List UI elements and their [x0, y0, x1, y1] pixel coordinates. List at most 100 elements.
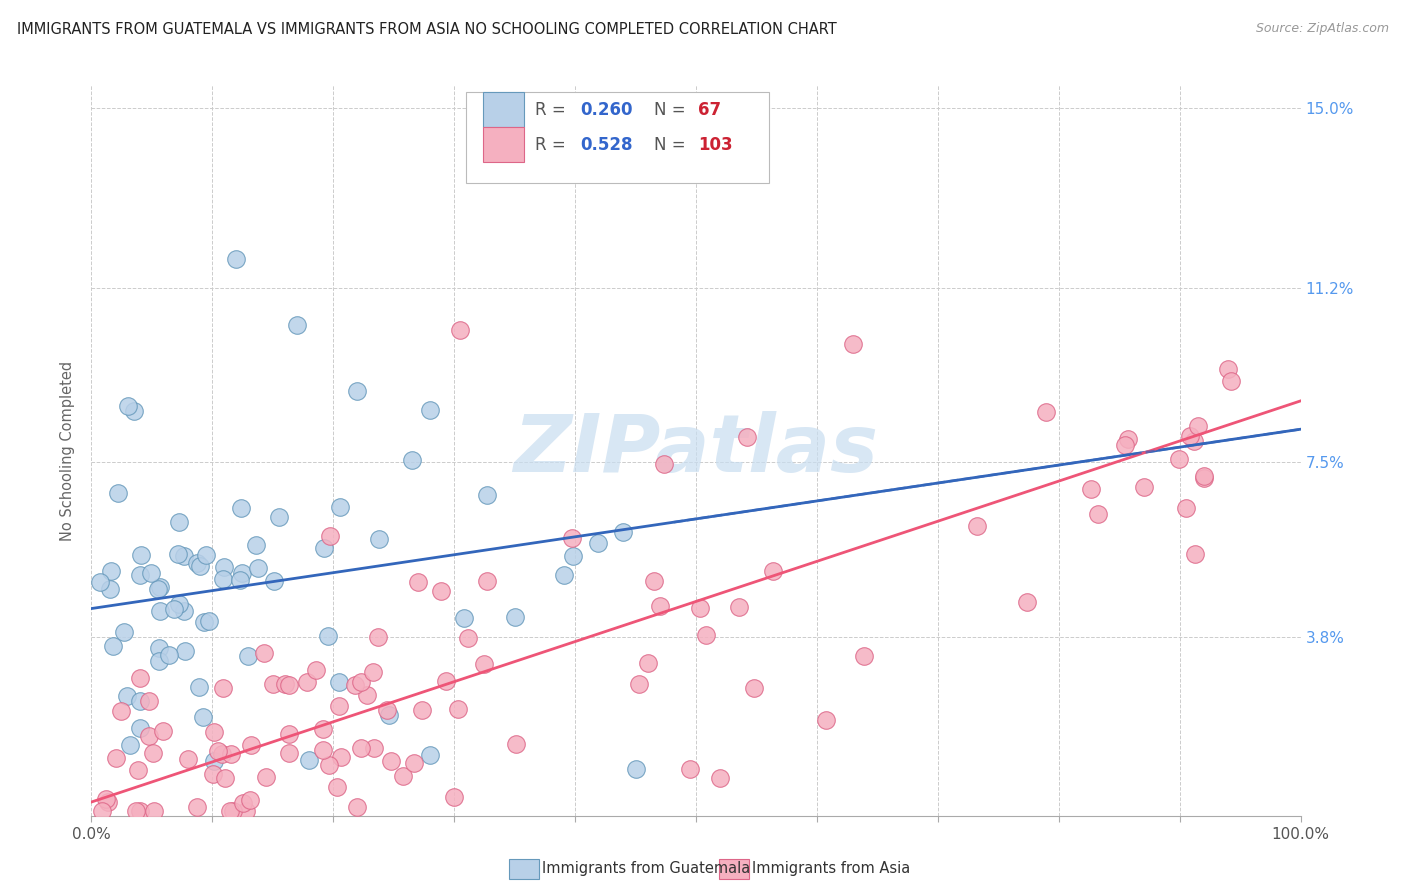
Point [561, 549, 583, 564]
Point [361, 665, 384, 679]
Point [1080, 482, 1102, 496]
Point [346, 384, 368, 399]
Point [141, 746, 163, 760]
Point [346, 800, 368, 814]
Point [628, 676, 651, 690]
Text: N =: N = [654, 101, 690, 119]
Point [278, 678, 301, 692]
Point [742, 681, 765, 695]
Point [201, 766, 224, 780]
Point [363, 741, 385, 756]
Point [1194, 471, 1216, 485]
Point [648, 599, 671, 613]
Point [157, 648, 180, 662]
Point [852, 648, 875, 663]
Point [229, 501, 252, 516]
Point [411, 703, 433, 717]
Point [553, 568, 575, 582]
Point [401, 453, 423, 467]
Point [89, 574, 111, 589]
Point [174, 644, 197, 658]
Point [129, 548, 152, 562]
Point [328, 674, 350, 689]
Point [107, 486, 129, 500]
Point [148, 654, 170, 668]
FancyBboxPatch shape [467, 92, 769, 184]
Point [727, 600, 749, 615]
Point [152, 723, 174, 738]
Point [312, 743, 335, 757]
Point [392, 768, 415, 782]
Point [1178, 428, 1201, 442]
Point [167, 515, 190, 529]
Point [267, 510, 290, 524]
Point [1182, 434, 1205, 448]
Point [221, 805, 243, 819]
Point [1035, 405, 1057, 419]
Point [186, 556, 208, 570]
Point [367, 532, 389, 546]
Point [245, 538, 267, 552]
Point [221, 747, 243, 761]
Point [1132, 480, 1154, 494]
Point [194, 548, 217, 562]
Point [202, 754, 225, 768]
Point [643, 574, 665, 589]
Point [1118, 432, 1140, 446]
Point [128, 568, 150, 582]
Point [1087, 507, 1109, 521]
Text: Source: ZipAtlas.com: Source: ZipAtlas.com [1256, 22, 1389, 36]
Point [122, 404, 145, 418]
Point [167, 547, 190, 561]
Point [173, 549, 195, 563]
Point [188, 558, 211, 573]
Point [263, 574, 285, 588]
Point [1167, 451, 1189, 466]
Point [229, 573, 252, 587]
Point [173, 604, 195, 618]
Point [457, 631, 479, 645]
Point [1187, 419, 1209, 434]
Point [312, 723, 335, 737]
Point [419, 747, 441, 762]
Point [239, 738, 262, 752]
Point [328, 698, 350, 713]
Point [316, 629, 339, 643]
Point [314, 541, 336, 556]
Point [344, 678, 367, 692]
Point [193, 615, 215, 629]
Point [404, 756, 426, 770]
Point [186, 800, 208, 814]
Y-axis label: No Schooling Completed: No Schooling Completed [60, 360, 76, 541]
Point [149, 580, 172, 594]
Point [117, 400, 139, 414]
Point [329, 500, 352, 515]
Point [138, 694, 160, 708]
Point [125, 805, 148, 819]
Point [475, 488, 498, 502]
Point [305, 663, 328, 677]
Point [285, 318, 308, 333]
Point [1175, 501, 1198, 516]
Text: Immigrants from Asia: Immigrants from Asia [752, 862, 910, 877]
Point [96, 792, 118, 806]
Point [254, 770, 277, 784]
Point [477, 574, 499, 589]
Point [146, 582, 169, 597]
Point [211, 747, 233, 761]
Text: 103: 103 [699, 136, 733, 153]
Point [1015, 594, 1038, 608]
Point [207, 744, 229, 758]
Point [214, 560, 236, 574]
Point [101, 639, 124, 653]
Point [624, 762, 647, 776]
Point [406, 575, 429, 590]
Text: 0.260: 0.260 [579, 101, 633, 119]
Point [91, 805, 114, 819]
Point [326, 780, 349, 795]
Point [129, 693, 152, 707]
Point [231, 796, 253, 810]
Point [298, 753, 321, 767]
FancyBboxPatch shape [509, 859, 538, 879]
Point [350, 741, 373, 756]
